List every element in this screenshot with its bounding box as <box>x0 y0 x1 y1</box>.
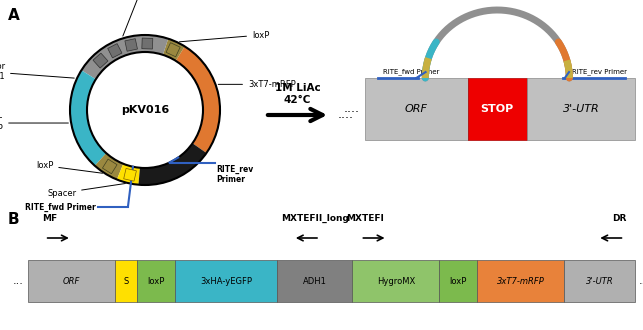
Text: Resistance
to Hygro: Resistance to Hygro <box>123 0 173 36</box>
Polygon shape <box>70 70 106 166</box>
Text: pKV016: pKV016 <box>121 105 169 115</box>
Text: loxP: loxP <box>449 277 467 285</box>
Text: ....: .... <box>344 103 360 115</box>
FancyBboxPatch shape <box>115 260 137 302</box>
FancyBboxPatch shape <box>564 260 635 302</box>
Polygon shape <box>82 35 168 79</box>
Text: 3xT7-mRFP: 3xT7-mRFP <box>496 277 545 285</box>
Polygon shape <box>93 53 108 68</box>
FancyBboxPatch shape <box>137 260 175 302</box>
Polygon shape <box>142 38 153 49</box>
Text: RITE_rev Primer: RITE_rev Primer <box>572 68 628 75</box>
Polygon shape <box>166 43 180 57</box>
FancyBboxPatch shape <box>175 260 277 302</box>
Polygon shape <box>107 44 122 58</box>
Text: Terminator
of ADH1: Terminator of ADH1 <box>0 62 74 81</box>
Text: loxP: loxP <box>147 277 165 285</box>
Text: HygroMX: HygroMX <box>377 277 415 285</box>
FancyBboxPatch shape <box>365 78 467 140</box>
Text: A: A <box>8 8 20 23</box>
Text: B: B <box>8 212 20 227</box>
Text: ...: ... <box>639 276 643 286</box>
Text: loxP: loxP <box>179 31 269 42</box>
Text: 3xT7-mRFP: 3xT7-mRFP <box>218 80 296 89</box>
Text: ....: .... <box>338 109 354 121</box>
Text: S: S <box>123 277 129 285</box>
Polygon shape <box>123 168 136 181</box>
Text: ADH1: ADH1 <box>303 277 327 285</box>
Text: STOP: STOP <box>481 104 514 114</box>
FancyBboxPatch shape <box>477 260 564 302</box>
FancyBboxPatch shape <box>352 260 439 302</box>
Text: loxP: loxP <box>36 161 102 173</box>
Text: MXTEFII_long: MXTEFII_long <box>281 214 349 223</box>
Polygon shape <box>102 159 117 174</box>
Text: 3xHA-
yEGFP: 3xHA- yEGFP <box>0 113 68 133</box>
Text: 3xHA-yEGFP: 3xHA-yEGFP <box>200 277 252 285</box>
Text: 3'-UTR: 3'-UTR <box>586 277 613 285</box>
Polygon shape <box>125 39 138 51</box>
Text: 3'-UTR: 3'-UTR <box>563 104 599 114</box>
Text: DR: DR <box>612 214 626 223</box>
Polygon shape <box>95 153 123 180</box>
Text: ORF: ORF <box>405 104 428 114</box>
Text: MF: MF <box>42 214 57 223</box>
Text: 1M LiAc
42°C: 1M LiAc 42°C <box>275 83 320 105</box>
Text: MXTEFI: MXTEFI <box>347 214 385 223</box>
Polygon shape <box>176 47 220 153</box>
Text: Spacer: Spacer <box>47 183 125 198</box>
FancyBboxPatch shape <box>467 78 527 140</box>
Text: RITE_rev
Primer: RITE_rev Primer <box>217 165 254 184</box>
Polygon shape <box>138 143 206 185</box>
Text: RITE_fwd Primer: RITE_fwd Primer <box>25 203 96 212</box>
Polygon shape <box>163 39 185 61</box>
FancyBboxPatch shape <box>527 78 635 140</box>
Text: ...: ... <box>13 276 24 286</box>
FancyBboxPatch shape <box>277 260 352 302</box>
FancyBboxPatch shape <box>28 260 115 302</box>
Text: ORF: ORF <box>63 277 80 285</box>
Text: RITE_fwd Primer: RITE_fwd Primer <box>383 68 439 75</box>
Circle shape <box>87 52 203 168</box>
Polygon shape <box>117 164 140 185</box>
FancyBboxPatch shape <box>439 260 477 302</box>
